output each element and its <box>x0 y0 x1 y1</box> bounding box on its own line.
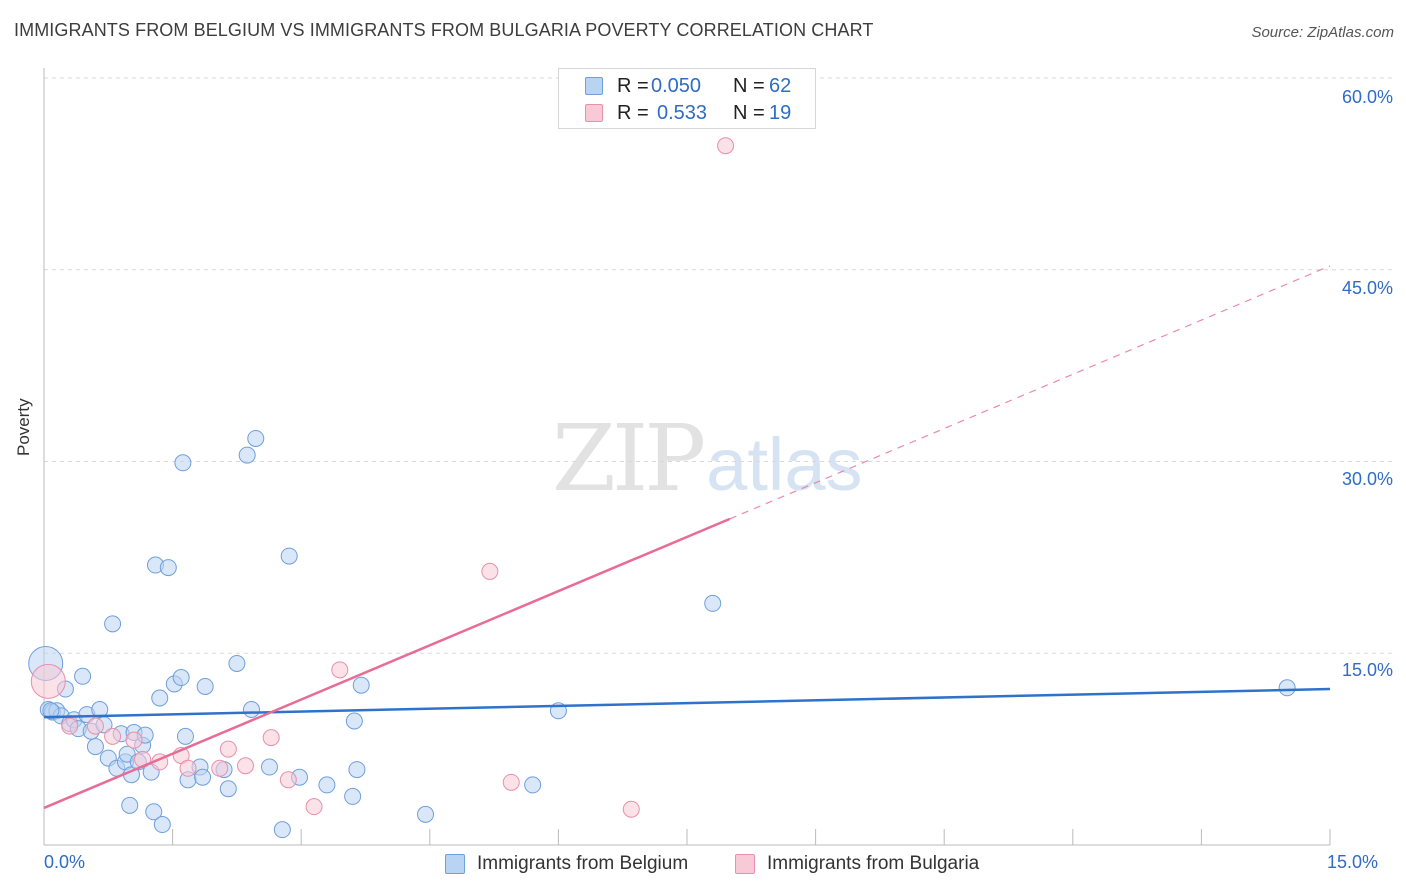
belgium-point <box>280 547 298 565</box>
belgium-point <box>524 776 542 794</box>
belgium-point <box>352 676 370 694</box>
legend-stats: R = 0.050 N = 62 R = 0.533 N = 19 <box>558 68 816 129</box>
bulgaria-point <box>622 800 640 818</box>
belgium-point <box>153 816 171 834</box>
belgium-point <box>145 803 163 821</box>
belgium-point <box>74 667 92 685</box>
bulgaria-point <box>219 740 237 758</box>
y-axis-label: Poverty <box>14 398 33 456</box>
bulgaria-trend-line-extrapolated <box>729 265 1331 520</box>
belgium-point <box>219 780 237 798</box>
bulgaria-point <box>179 759 197 777</box>
legend-label-bulgaria: Immigrants from Bulgaria <box>767 853 980 874</box>
belgium-point <box>242 700 260 718</box>
belgium-point <box>238 446 256 464</box>
belgium-point <box>196 677 214 695</box>
belgium-point <box>228 654 246 672</box>
legend-n-label: N = <box>733 75 765 97</box>
belgium-point <box>273 821 291 839</box>
belgium-point <box>174 454 192 472</box>
belgium-trend-line <box>43 687 1331 719</box>
y-tick-label: 60.0% <box>1341 87 1393 107</box>
belgium-point <box>104 615 122 633</box>
belgium-point <box>151 689 169 707</box>
x-tick-label: 15.0% <box>1327 852 1379 872</box>
bulgaria-point <box>30 663 66 699</box>
belgium-point <box>318 776 336 794</box>
bulgaria-point <box>262 729 280 747</box>
belgium-point <box>121 796 139 814</box>
bulgaria-point <box>279 771 297 789</box>
bulgaria-trend-line <box>43 517 731 810</box>
chart-source: Source: ZipAtlas.com <box>1251 24 1394 41</box>
belgium-point <box>260 758 278 776</box>
legend-r-label: R = <box>617 75 649 97</box>
chart-title: IMMIGRANTS FROM BELGIUM VS IMMIGRANTS FR… <box>14 20 874 40</box>
belgium-point <box>91 700 109 718</box>
bulgaria-point <box>717 137 735 155</box>
bulgaria-point <box>236 757 254 775</box>
legend-series: Immigrants from Belgium Immigrants from … <box>0 852 1406 878</box>
legend-swatch-belgium <box>585 77 603 95</box>
bulgaria-point <box>481 562 499 580</box>
belgium-point <box>42 702 60 720</box>
bulgaria-point <box>305 798 323 816</box>
belgium-point <box>194 768 212 786</box>
bulgaria-point <box>86 717 104 735</box>
legend-n-label: N = <box>733 102 765 124</box>
belgium-point <box>417 805 435 823</box>
x-tick-label: 0.0% <box>44 852 86 872</box>
belgium-point <box>704 594 722 612</box>
belgium-point <box>344 787 362 805</box>
bulgaria-point <box>104 727 122 745</box>
bulgaria-point <box>211 759 229 777</box>
bulgaria-point <box>331 661 349 679</box>
legend-r-value: 0.050 <box>651 75 702 97</box>
bulgaria-point <box>61 717 79 735</box>
legend-n-value: 19 <box>769 102 792 124</box>
y-tick-label: 45.0% <box>1341 278 1393 298</box>
belgium-point <box>247 429 265 447</box>
belgium-point <box>172 669 190 687</box>
legend-r-label: R = <box>617 102 649 124</box>
legend-n-value: 62 <box>769 75 792 97</box>
belgium-point <box>159 559 177 577</box>
belgium-point <box>1278 679 1296 697</box>
bulgaria-point <box>125 731 143 749</box>
belgium-point <box>86 738 104 756</box>
legend-swatch-bulgaria <box>585 104 603 122</box>
legend-r-value: 0.533 <box>657 102 708 124</box>
belgium-point <box>348 761 366 779</box>
legend-swatch-belgium <box>445 854 465 874</box>
y-tick-label: 15.0% <box>1341 660 1393 680</box>
bulgaria-point <box>502 773 520 791</box>
belgium-point <box>176 727 194 745</box>
legend-swatch-bulgaria <box>735 854 755 874</box>
legend-label-belgium: Immigrants from Belgium <box>477 853 689 874</box>
belgium-point <box>345 712 363 730</box>
y-tick-label: 30.0% <box>1341 469 1393 489</box>
